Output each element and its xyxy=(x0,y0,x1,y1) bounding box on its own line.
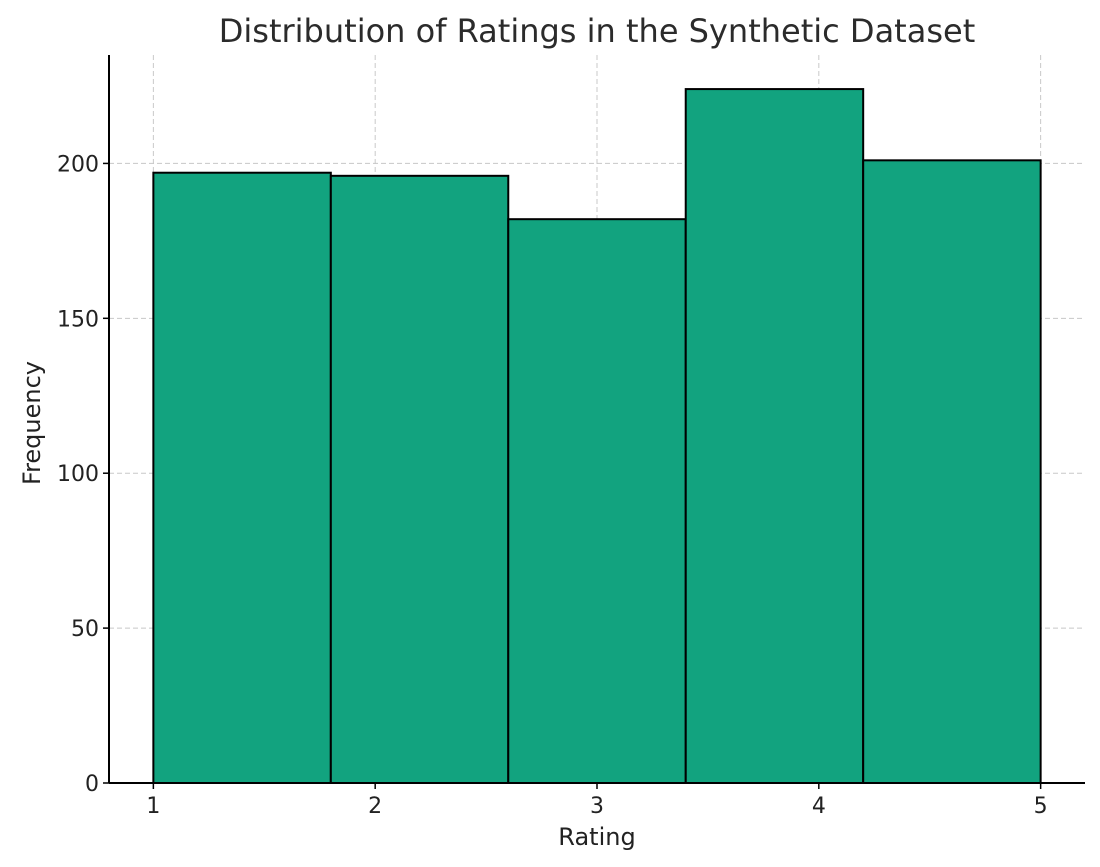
bars xyxy=(152,88,1042,785)
y-tick-label: 100 xyxy=(57,462,99,487)
x-tick-label: 2 xyxy=(368,794,382,819)
y-tick-label: 150 xyxy=(57,307,99,332)
x-tick-label: 5 xyxy=(1034,794,1048,819)
histogram-bar xyxy=(862,159,1042,785)
y-tick-label: 0 xyxy=(85,772,99,797)
x-axis-label: Rating xyxy=(558,823,635,851)
histogram-bar xyxy=(507,218,687,784)
histogram-bar xyxy=(684,88,865,784)
y-tick-label: 50 xyxy=(71,617,99,642)
x-tick-label: 1 xyxy=(146,794,160,819)
x-tick-label: 3 xyxy=(590,794,604,819)
y-tick-label: 200 xyxy=(57,152,99,177)
histogram-bar xyxy=(329,174,510,784)
chart-title: Distribution of Ratings in the Synthetic… xyxy=(219,12,975,50)
histogram-bar xyxy=(152,171,332,784)
y-axis-label: Frequency xyxy=(18,361,46,485)
x-tick-label: 4 xyxy=(812,794,826,819)
